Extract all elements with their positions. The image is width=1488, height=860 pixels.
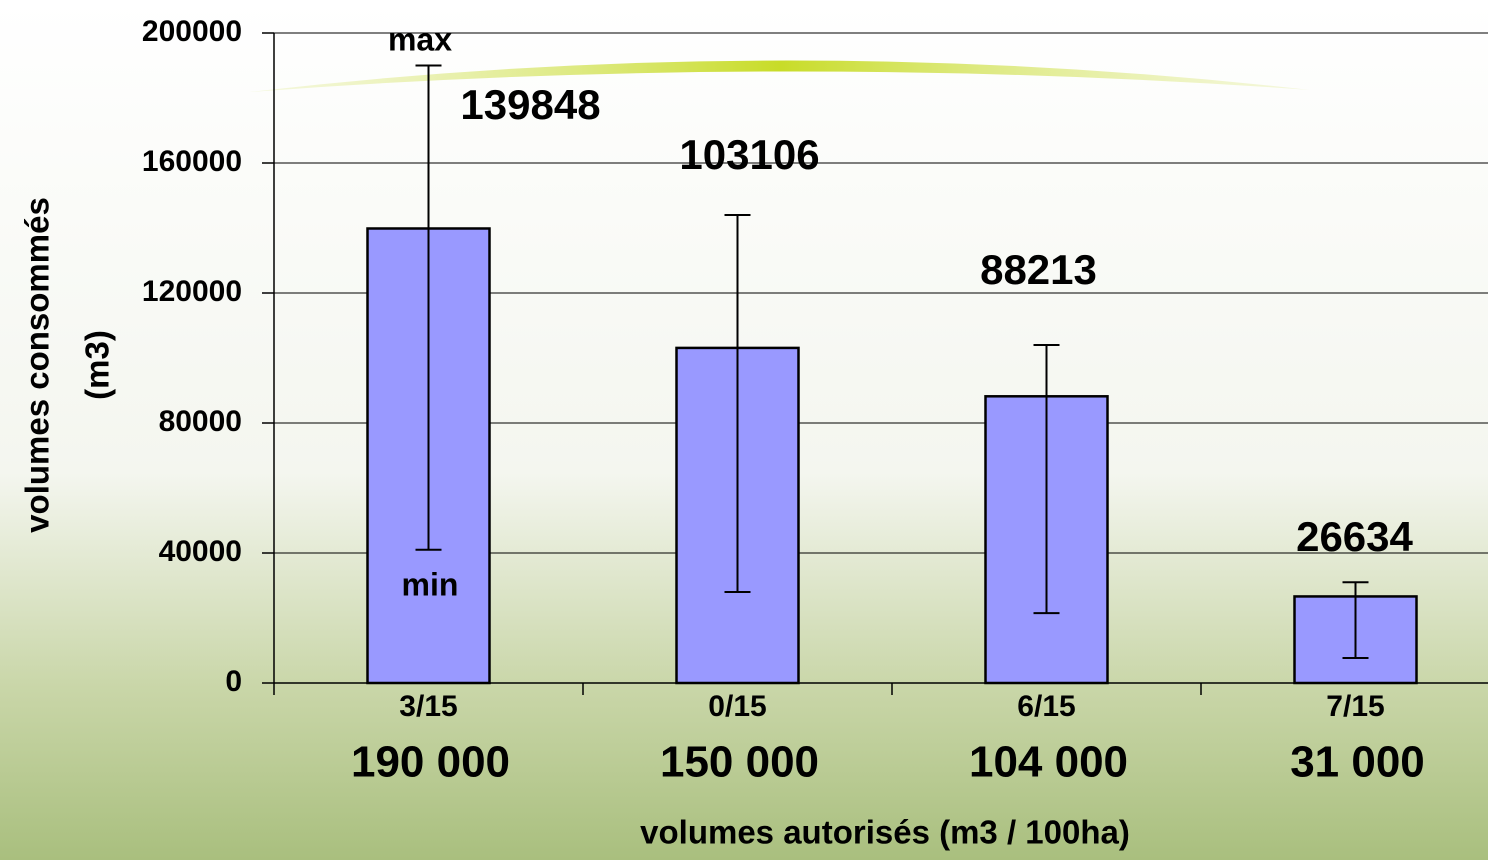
y-axis-label-line: volumes consommés bbox=[19, 197, 56, 533]
value-label: 88213 bbox=[980, 246, 1097, 293]
y-tick-label: 120000 bbox=[142, 275, 242, 308]
value-label: 103106 bbox=[679, 131, 819, 178]
x-tick-label: 7/15 bbox=[1326, 690, 1384, 723]
x-tick-label: 3/15 bbox=[399, 690, 457, 723]
x-tick-sublabel: 31 000 bbox=[1290, 738, 1425, 787]
annotation: min bbox=[402, 566, 459, 602]
y-tick-label: 0 bbox=[225, 665, 242, 698]
x-tick-sublabel: 150 000 bbox=[660, 738, 819, 787]
x-tick-label: 6/15 bbox=[1017, 690, 1075, 723]
y-axis-label-line: (m3) bbox=[79, 330, 116, 400]
x-axis-label: volumes autorisés (m3 / 100ha) bbox=[640, 814, 1130, 851]
y-axis-label: volumes consommés (m3) bbox=[19, 197, 116, 533]
value-label: 26634 bbox=[1296, 513, 1413, 560]
x-tick-sublabel: 190 000 bbox=[351, 738, 510, 787]
value-label: 139848 bbox=[460, 81, 600, 128]
y-tick-label: 160000 bbox=[142, 145, 242, 178]
y-tick-label: 80000 bbox=[159, 405, 242, 438]
annotation: max bbox=[388, 21, 452, 57]
x-tick-sublabel: 104 000 bbox=[969, 738, 1128, 787]
y-tick-label: 200000 bbox=[142, 15, 242, 48]
decor-arc bbox=[250, 60, 1310, 92]
y-tick-label: 40000 bbox=[159, 535, 242, 568]
x-tick-label: 0/15 bbox=[708, 690, 766, 723]
